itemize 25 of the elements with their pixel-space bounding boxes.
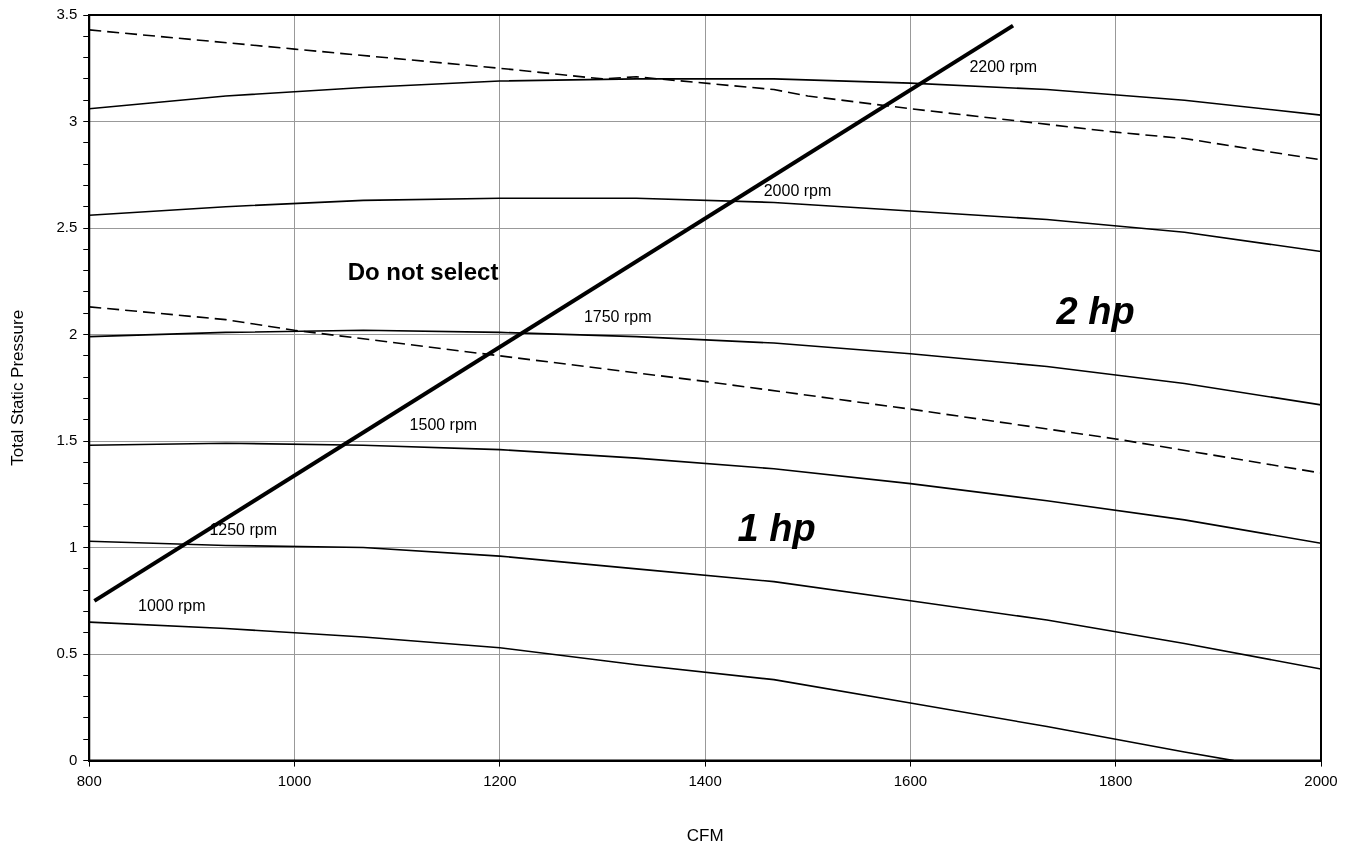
series-label: 1000 rpm [137, 597, 206, 615]
y-tick-label: 1 [68, 537, 78, 555]
y-tick-label: 0 [68, 750, 78, 768]
y-axis-title: Total Static Pressure [7, 309, 27, 466]
annotation: 2 hp [1055, 289, 1135, 332]
x-axis-title: CFM [686, 826, 724, 846]
series-label: 1750 rpm [583, 308, 652, 326]
y-tick-label: 3.5 [56, 5, 78, 23]
y-tick-label: 1.5 [56, 431, 78, 449]
y-tick-label: 3 [68, 111, 78, 129]
series-label: 1500 rpm [409, 416, 478, 434]
annotation: Do not select [347, 257, 499, 285]
x-tick-label: 800 [76, 771, 102, 789]
annotation: 1 hp [737, 506, 816, 549]
series-label: 2000 rpm [763, 182, 832, 200]
y-tick-label: 2 [68, 324, 78, 342]
x-tick-label: 1800 [1099, 771, 1133, 789]
y-tick-label: 2.5 [56, 218, 78, 236]
series-label: 2200 rpm [969, 58, 1038, 76]
x-tick-label: 1000 [277, 771, 312, 789]
x-tick-label: 1600 [893, 771, 928, 789]
y-tick-label: 0.5 [56, 644, 78, 662]
x-tick-label: 1200 [483, 771, 517, 789]
x-tick-label: 1400 [688, 771, 722, 789]
x-tick-label: 2000 [1304, 771, 1338, 789]
